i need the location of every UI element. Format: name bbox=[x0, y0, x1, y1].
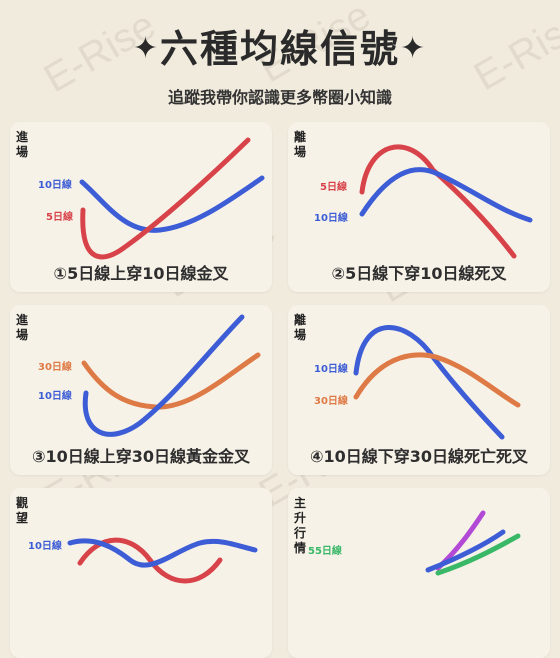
line-label-10: 10日線 bbox=[38, 391, 72, 402]
line-30 bbox=[353, 352, 521, 408]
panel-caption: ②5日線下穿10日線死叉 bbox=[331, 264, 507, 283]
star-icon: ✦ bbox=[400, 31, 428, 66]
line-label-55: 55日線 bbox=[308, 546, 342, 557]
line-label-5: 5日線 bbox=[320, 182, 347, 193]
signal-panel-main-uptrend: 主升行情 55日線 bbox=[288, 488, 550, 658]
panel-chart bbox=[359, 144, 533, 259]
panel-tag: 主升行情 bbox=[294, 496, 307, 555]
line-blue bbox=[67, 538, 258, 568]
line-label-30: 30日線 bbox=[314, 396, 348, 407]
line-30 bbox=[81, 352, 261, 410]
line-label-10: 10日線 bbox=[314, 364, 348, 375]
line-label-10: 10日線 bbox=[28, 541, 62, 552]
line-10 bbox=[359, 167, 533, 223]
line-label-30: 30日線 bbox=[38, 362, 72, 373]
panel-chart bbox=[67, 537, 258, 584]
line-5 bbox=[80, 137, 251, 260]
line-10 bbox=[82, 314, 245, 437]
subtitle: 追蹤我帶你認識更多幣圈小知識 bbox=[167, 88, 392, 107]
panel-caption: ①5日線上穿10日線金叉 bbox=[53, 264, 229, 283]
signal-panel-death-cross-5-10: 離場 5日線 10日線 ②5日線下穿10日線死叉 bbox=[288, 122, 550, 292]
panel-chart bbox=[79, 137, 265, 260]
panel-caption: ③10日線上穿30日線黃金金叉 bbox=[31, 447, 251, 466]
line-10 bbox=[79, 175, 265, 233]
page-title: ✦六種均線信號✦ bbox=[0, 18, 560, 73]
panel-tag: 離場 bbox=[294, 313, 307, 342]
panel-tag: 離場 bbox=[294, 130, 307, 159]
line-label-5: 5日線 bbox=[46, 212, 73, 223]
panel-tag: 進場 bbox=[16, 130, 29, 159]
panel-chart bbox=[353, 325, 521, 440]
panel-tag: 觀望 bbox=[16, 496, 29, 525]
signal-panel-golden-cross-5-10: 進場 10日線 5日線 ①5日線上穿10日線金叉 bbox=[10, 122, 272, 292]
star-icon: ✦ bbox=[132, 31, 160, 66]
line-label-10: 10日線 bbox=[314, 213, 348, 224]
panel-chart bbox=[81, 314, 261, 437]
line-label-10: 10日線 bbox=[38, 180, 72, 191]
signal-panel-golden-cross-10-30: 進場 30日線 10日線 ③10日線上穿30日線黃金金叉 bbox=[10, 305, 272, 475]
panel-tag: 進場 bbox=[16, 313, 29, 342]
signal-panel-wait: 觀望 10日線 bbox=[10, 488, 272, 658]
signal-panel-death-cross-10-30: 離場 10日線 30日線 ④10日線下穿30日線死亡死叉 bbox=[288, 305, 550, 475]
title-text: 六種均線信號 bbox=[159, 27, 400, 71]
line-red bbox=[77, 537, 223, 584]
panel-chart bbox=[425, 510, 521, 576]
panel-caption: ④10日線下穿30日線死亡死叉 bbox=[309, 447, 529, 466]
